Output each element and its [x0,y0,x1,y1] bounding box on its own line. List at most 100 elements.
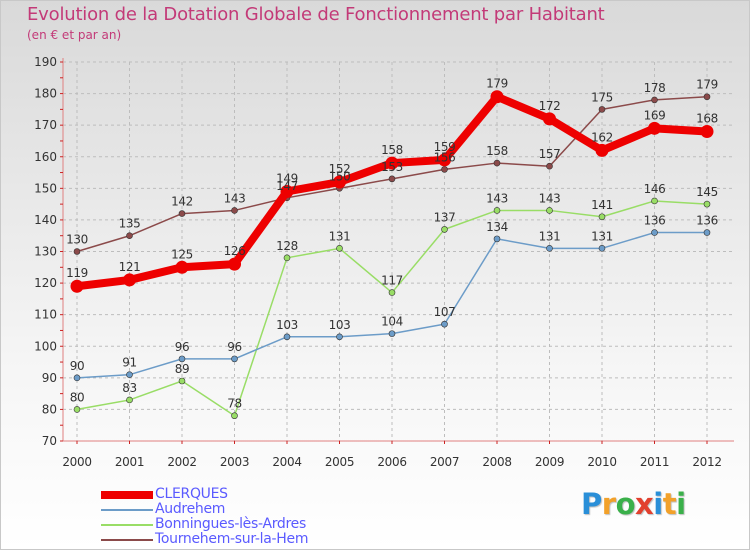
y-tick-label: 70 [42,434,57,448]
y-tick-label: 150 [34,181,57,195]
y-tick-label: 170 [34,118,57,132]
data-point [280,184,294,198]
y-tick-label: 90 [42,371,57,385]
x-tick-label: 2002 [167,455,196,469]
data-label: 178 [644,81,666,95]
data-label: 172 [539,99,561,113]
data-label: 153 [381,160,403,174]
data-label: 136 [696,214,718,228]
data-label: 168 [696,111,718,125]
data-point [388,289,396,296]
y-tick-label: 80 [42,402,57,416]
data-label: 125 [171,247,193,261]
data-point [283,333,291,341]
data-label: 134 [486,220,508,234]
series-clerques [70,90,714,293]
data-label: 117 [381,274,403,288]
data-label: 143 [224,191,246,205]
y-tick-label: 190 [34,55,57,69]
data-point [126,371,133,378]
data-point [546,162,553,170]
data-point [598,213,606,221]
series-bonningues-l-s-ardres [73,197,711,420]
data-label: 89 [175,362,189,376]
legend-swatch [101,524,153,526]
data-label: 103 [276,318,298,332]
legend-label: CLERQUES [155,486,228,502]
data-point [598,245,606,252]
data-point [651,229,658,236]
data-label: 78 [227,397,241,411]
x-tick-label: 2012 [692,455,721,469]
data-label: 157 [539,147,561,161]
x-tick-label: 2009 [535,455,564,469]
data-label: 156 [434,150,456,164]
data-point [438,153,451,167]
series-audrehem [73,229,711,382]
data-label: 107 [434,305,456,319]
data-label: 143 [486,191,508,205]
data-point [388,330,396,337]
data-point [651,96,658,104]
data-label: 159 [434,140,456,154]
data-point [703,93,711,101]
data-point [703,200,711,208]
data-label: 96 [175,340,189,354]
series-line [76,95,708,253]
data-point [595,143,609,157]
data-point [231,412,238,420]
data-point [385,156,399,170]
data-point [175,260,189,274]
legend-label: Tournehem-sur-la-Hem [155,531,309,547]
y-tick-label: 180 [34,87,57,101]
data-label: 142 [171,195,193,209]
logo-letter: i [676,487,686,521]
x-tick-label: 2008 [482,455,511,469]
data-label: 131 [539,229,561,243]
data-point [441,320,448,328]
data-label: 149 [276,171,298,185]
data-point [333,175,346,189]
data-label: 135 [119,217,141,231]
logo-letter: r [601,487,616,521]
logo-letter: o [615,487,636,521]
logo-letter: t [662,487,677,521]
data-point [70,279,84,293]
data-label: 136 [644,214,666,228]
logo-letter: i [653,487,663,521]
data-label: 179 [696,78,718,92]
data-point [73,406,81,413]
data-point [123,273,136,287]
y-tick-label: 140 [34,213,57,227]
data-label: 128 [276,239,298,253]
data-label: 147 [276,179,298,193]
data-point [543,112,556,126]
data-label: 130 [66,233,88,247]
data-point [546,207,553,214]
data-point [441,226,448,233]
data-label: 146 [644,182,666,196]
data-point [703,229,711,236]
data-label: 137 [434,210,456,224]
data-point [546,245,553,252]
x-tick-label: 2001 [115,455,144,469]
x-tick-label: 2011 [640,455,669,469]
x-tick-label: 2006 [377,455,406,469]
data-point [336,333,343,341]
data-label: 131 [329,229,351,243]
x-tick-label: 2010 [587,455,616,469]
data-point [493,235,501,243]
data-point [441,166,448,173]
data-point [598,106,606,113]
data-label: 158 [486,144,508,158]
data-label: 150 [329,169,351,183]
y-tick-label: 130 [34,245,57,259]
data-label: 96 [227,340,241,354]
data-label: 145 [696,185,718,199]
data-point [126,232,133,240]
data-point [283,254,291,262]
legend-label: Audrehem [155,501,226,517]
data-point [73,374,81,382]
data-point [493,159,501,167]
